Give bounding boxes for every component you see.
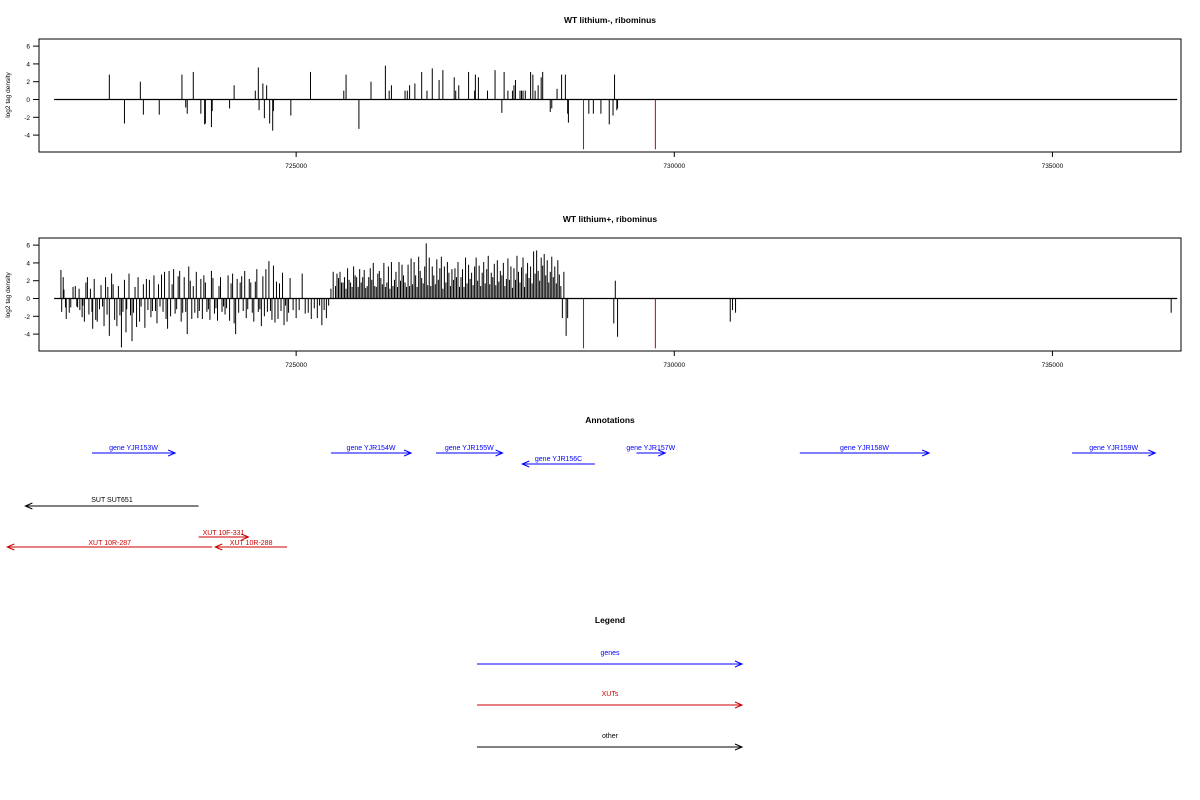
legend-label: other — [602, 733, 619, 740]
x-axis: 725000 730000 735000 — [285, 351, 1064, 369]
legend-label: XUTs — [602, 691, 619, 698]
gene-arrowhead — [403, 449, 413, 457]
gene-label: gene YJR159W — [1089, 445, 1138, 452]
legend-item-genes: genes — [477, 650, 744, 668]
x-tick-label: 725000 — [285, 163, 307, 170]
x-tick-label: 725000 — [285, 362, 307, 369]
panel-lithium-plus: WT lithium+, ribominus log2 tag density … — [5, 214, 1182, 369]
y-axis: 6 4 2 0 -2 -4 — [24, 44, 39, 140]
y-tick-label: -2 — [24, 115, 30, 122]
gene-arrowhead — [167, 449, 177, 457]
x-axis: 725000 730000 735000 — [285, 152, 1064, 170]
annotations-track: Annotations gene YJR153W gene YJR154W gene… — [5, 415, 1157, 551]
panel-lithium-minus: WT lithium-, ribominus log2 tag density … — [5, 15, 1182, 170]
y-tick-label: 0 — [26, 97, 30, 104]
y-axis-label: log2 tag density — [5, 71, 12, 117]
y-tick-label: 4 — [26, 61, 30, 68]
y-tick-label: 6 — [26, 243, 30, 250]
y-axis: 6 4 2 0 -2 -4 — [24, 243, 39, 339]
gene-label: gene YJR154W — [347, 445, 396, 452]
y-tick-label: 0 — [26, 296, 30, 303]
x-tick-label: 730000 — [663, 362, 685, 369]
gene-label: gene YJR157W — [626, 445, 675, 452]
x-tick-label: 735000 — [1042, 362, 1064, 369]
other-feature-arrowhead — [24, 502, 33, 510]
y-axis-label: log2 tag density — [5, 271, 12, 317]
gene-label: gene YJR156C — [535, 456, 582, 463]
legend: Legend genes XUTs other — [477, 615, 744, 751]
feature-arrows: gene YJR153W gene YJR154W gene YJR155W gene… — [5, 445, 1157, 551]
legend-arrowhead — [734, 660, 744, 668]
plot-frame — [38, 38, 1182, 153]
gene-label: gene YJR155W — [445, 445, 494, 452]
legend-arrowhead — [734, 701, 744, 709]
legend-item-XUTs: XUTs — [477, 691, 744, 709]
y-tick-label: -4 — [24, 133, 30, 140]
legend-arrowhead — [734, 743, 744, 751]
y-tick-label: -2 — [24, 314, 30, 321]
y-tick-label: 4 — [26, 260, 30, 267]
annotations-title: Annotations — [585, 415, 635, 425]
xut-label: XUT 10R-287 — [88, 540, 131, 547]
gene-arrowhead — [921, 449, 931, 457]
legend-items: genes XUTs other — [477, 650, 744, 751]
y-tick-label: 2 — [26, 278, 30, 285]
legend-label: genes — [600, 650, 620, 657]
plot-frame — [38, 237, 1182, 352]
xut-label: XUT 10F-331 — [203, 530, 245, 537]
xut-arrowhead — [213, 543, 223, 551]
xut-arrowhead — [5, 543, 15, 551]
gene-arrowhead — [495, 449, 504, 457]
gene-label: gene YJR158W — [840, 445, 889, 452]
y-tick-label: 6 — [26, 44, 30, 51]
gene-arrowhead — [658, 449, 667, 457]
xut-label: XUT 10R-288 — [230, 540, 273, 547]
y-tick-label: -4 — [24, 332, 30, 339]
legend-title: Legend — [595, 615, 625, 625]
y-tick-label: 2 — [26, 79, 30, 86]
xut-arrowhead — [241, 533, 250, 541]
gene-arrowhead — [1148, 449, 1157, 457]
panel-title: WT lithium-, ribominus — [564, 15, 656, 25]
density-bars — [54, 243, 1178, 349]
x-tick-label: 730000 — [663, 163, 685, 170]
panel-title: WT lithium+, ribominus — [563, 214, 657, 224]
density-bars — [54, 65, 1178, 150]
legend-item-other: other — [477, 733, 744, 751]
gene-label: gene YJR153W — [109, 445, 158, 452]
other-feature-label: SUT SUT651 — [91, 497, 133, 504]
x-tick-label: 735000 — [1042, 163, 1064, 170]
gene-arrowhead — [521, 460, 530, 468]
